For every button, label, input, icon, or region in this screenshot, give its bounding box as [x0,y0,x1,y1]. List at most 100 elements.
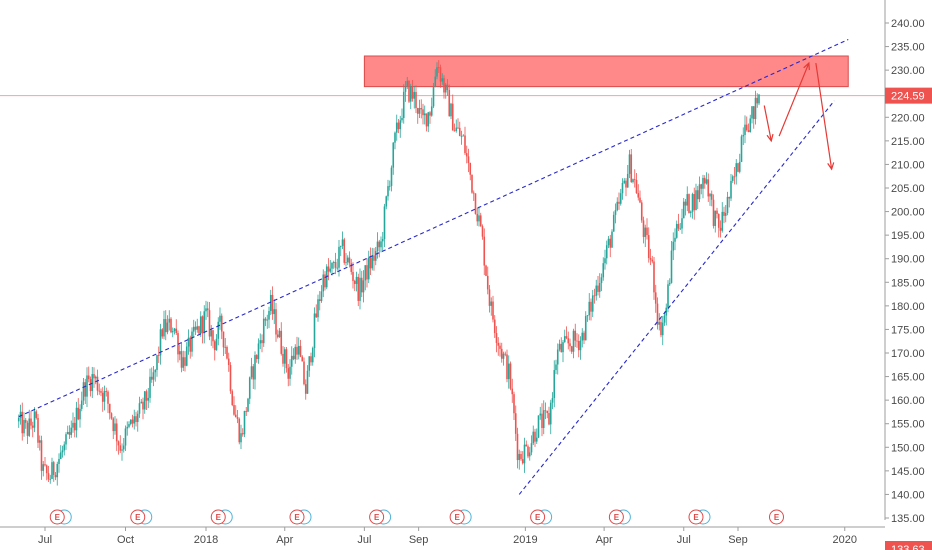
earnings-marker[interactable]: E [369,509,392,525]
projection-arrowhead-2 [803,61,810,71]
y-tick-label: 140.00 [891,489,925,501]
candle-down [236,417,239,419]
projection-arrowhead-3 [827,162,835,171]
candle-down [723,211,725,216]
candle-down [593,295,596,297]
candle-down [301,356,304,362]
candle-down [229,365,232,392]
candle-down [415,91,417,109]
candle-down [35,411,38,418]
earnings-label: E [216,513,222,522]
candle-up [730,180,732,199]
candle-down [352,271,354,281]
earnings-marker[interactable]: E [210,509,233,525]
candle-down [756,97,759,104]
earnings-label: E [135,513,141,522]
candle-down [271,294,274,315]
candle-up [562,342,564,353]
candle-down [688,194,690,213]
candle-down [304,384,307,394]
earnings-marker[interactable]: E [49,509,72,525]
candle-up [661,322,664,336]
earnings-icon [369,509,385,525]
candle-down [170,318,172,333]
candle-down [327,266,330,272]
earnings-marker[interactable]: E [449,509,472,525]
x-tick-label: Jul [38,534,52,546]
candle-down [544,410,547,412]
candle-down [446,84,449,91]
candle-down [642,220,645,237]
candle-up [79,408,81,420]
candle-down [637,193,640,198]
candle-up [744,124,746,135]
trendlines-layer [18,38,849,495]
candle-up [740,136,743,162]
candle-down [348,257,351,264]
candle-up [535,437,538,442]
candle-up [269,294,272,311]
candle-down [184,357,186,366]
y-tick-label: 240.00 [891,18,925,30]
candle-up [490,301,493,306]
candle-up [329,268,332,272]
candle-down [747,130,750,133]
candle-up [289,366,291,379]
candle-down [310,356,312,363]
candle-down [227,358,230,366]
candle-down [105,390,108,392]
candle-down [142,401,144,410]
candle-up [268,310,270,320]
candle-up [600,277,603,283]
candle-up [322,274,325,292]
candle-up [355,276,358,284]
candle-up [616,201,619,211]
candle-down [684,201,687,206]
candle-down [280,330,283,354]
candle-up [173,328,176,332]
candle-down [465,153,468,157]
earnings-marker[interactable]: E [608,509,631,525]
candle-down [318,299,321,301]
candle-down [654,292,657,304]
candle-down [201,316,204,334]
candle-up [721,211,724,231]
candle-up [278,330,281,338]
candle-up [341,239,344,246]
earnings-marker[interactable]: E [130,509,153,525]
candle-down [68,431,71,435]
earnings-marker[interactable]: E [688,509,711,525]
candle-up [611,231,613,248]
candle-down [360,277,363,293]
candle-up [672,241,675,251]
x-tick-label: Sep [728,534,748,546]
candle-up [675,223,678,238]
earnings-marker[interactable]: E [289,509,312,525]
candle-down [206,308,209,311]
candle-down [464,135,466,154]
candle-up [455,127,458,131]
candle-down [89,379,92,392]
earnings-marker[interactable]: E [769,509,784,525]
earnings-marker[interactable]: E [530,509,553,525]
x-tick-label: Sep [409,534,429,546]
candle-up [247,398,249,412]
candle-up [248,377,251,399]
candle-up [549,402,552,425]
candle-up [187,337,190,347]
candle-up [432,87,435,107]
candle-up [444,84,447,93]
candle-up [156,355,158,370]
candle-up [404,86,407,92]
y-tick-label: 180.00 [891,301,925,313]
candle-down [570,346,573,352]
candle-up [731,176,734,181]
candle-up [658,322,661,325]
candle-down [373,255,375,261]
candle-down [100,391,102,393]
candle-up [604,258,606,264]
candle-down [745,124,748,131]
candle-up [413,91,416,99]
